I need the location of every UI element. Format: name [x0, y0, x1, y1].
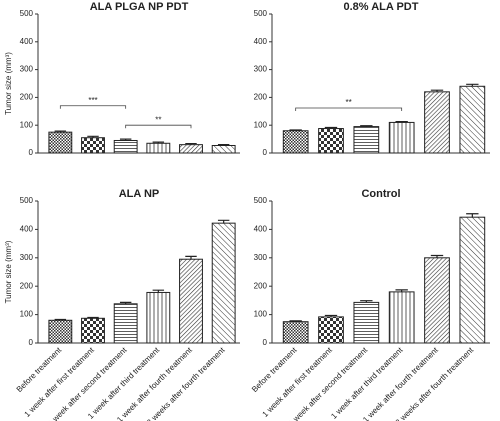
error-bar [324, 314, 338, 317]
bar [146, 291, 171, 344]
bar [282, 130, 309, 154]
panel-title: ALA PLGA NP PDT [90, 1, 189, 13]
y-tick-label: 300 [20, 253, 34, 262]
bar [318, 128, 344, 154]
y-axis-label: Tumor size (mm³) [4, 240, 13, 303]
error-bar [324, 126, 338, 129]
y-tick-label: 200 [254, 93, 268, 102]
significance-label: ** [155, 115, 161, 124]
error-bar [185, 142, 197, 145]
error-bar [152, 289, 165, 293]
x-tick-label: 1 week after first treatment [261, 345, 335, 419]
y-tick-label: 100 [254, 120, 268, 129]
error-bar [87, 135, 99, 138]
error-bar [466, 83, 479, 87]
y-tick-label: 300 [20, 65, 34, 74]
bar [81, 137, 105, 154]
y-tick-label: 500 [20, 196, 34, 205]
y-tick-label: 100 [254, 310, 268, 319]
bar [424, 91, 450, 154]
y-tick-label: 300 [254, 65, 268, 74]
error-bar [289, 129, 302, 131]
significance-bracket [125, 124, 192, 129]
panel-title: 0.8% ALA PDT [344, 1, 419, 13]
y-tick-label: 400 [20, 225, 34, 234]
y-tick-label: 200 [254, 281, 268, 290]
y-tick-label: 200 [20, 93, 34, 102]
y-tick-label: 500 [254, 196, 268, 205]
y-tick-label: 500 [20, 9, 34, 18]
bar [113, 139, 138, 154]
bar [146, 142, 171, 154]
y-tick-label: 400 [254, 225, 268, 234]
error-bar [430, 89, 444, 92]
error-bar [395, 120, 408, 123]
y-tick-label: 100 [20, 310, 34, 319]
error-bar [466, 213, 479, 218]
bar [211, 222, 236, 344]
panel-title: Control [361, 188, 400, 200]
error-bar [395, 289, 408, 292]
bar [179, 258, 203, 344]
significance-label: ** [346, 98, 352, 107]
significance-bracket [295, 107, 403, 111]
error-bar [185, 255, 197, 260]
bar [353, 126, 380, 154]
bar [318, 316, 344, 344]
error-bar [119, 301, 132, 304]
y-tick-label: 100 [20, 120, 34, 129]
bar [388, 291, 415, 344]
error-bar [217, 144, 230, 146]
y-tick-label: 0 [29, 338, 34, 347]
error-bar [430, 254, 444, 258]
bar [48, 319, 73, 344]
bar [353, 301, 380, 344]
bar [459, 85, 486, 154]
significance-bracket [59, 105, 127, 109]
y-tick-label: 400 [20, 37, 34, 46]
y-tick-label: 400 [254, 37, 268, 46]
bar [424, 257, 450, 344]
error-bar [360, 125, 373, 127]
bar [179, 144, 203, 154]
y-tick-label: 0 [263, 148, 268, 157]
bar [48, 131, 73, 154]
bar [211, 144, 236, 154]
significance-label: *** [88, 96, 97, 105]
bar [81, 317, 105, 344]
bar [388, 121, 415, 154]
error-bar [54, 130, 67, 133]
y-tick-label: 300 [254, 253, 268, 262]
x-tick-label: 1 week after third treatment [329, 345, 405, 421]
y-tick-label: 500 [254, 9, 268, 18]
bar [282, 321, 309, 344]
error-bar [119, 138, 132, 141]
y-tick-label: 0 [263, 338, 268, 347]
panel-title: ALA NP [119, 188, 160, 200]
error-bar [87, 316, 99, 319]
y-tick-label: 0 [29, 148, 34, 157]
error-bar [360, 300, 373, 303]
y-axis-label: Tumor size (mm³) [4, 52, 13, 115]
y-tick-label: 200 [20, 281, 34, 290]
bar [459, 216, 486, 344]
error-bar [54, 318, 67, 321]
error-bar [217, 219, 230, 224]
error-bar [289, 320, 302, 322]
bar [113, 303, 138, 344]
error-bar [152, 141, 165, 144]
